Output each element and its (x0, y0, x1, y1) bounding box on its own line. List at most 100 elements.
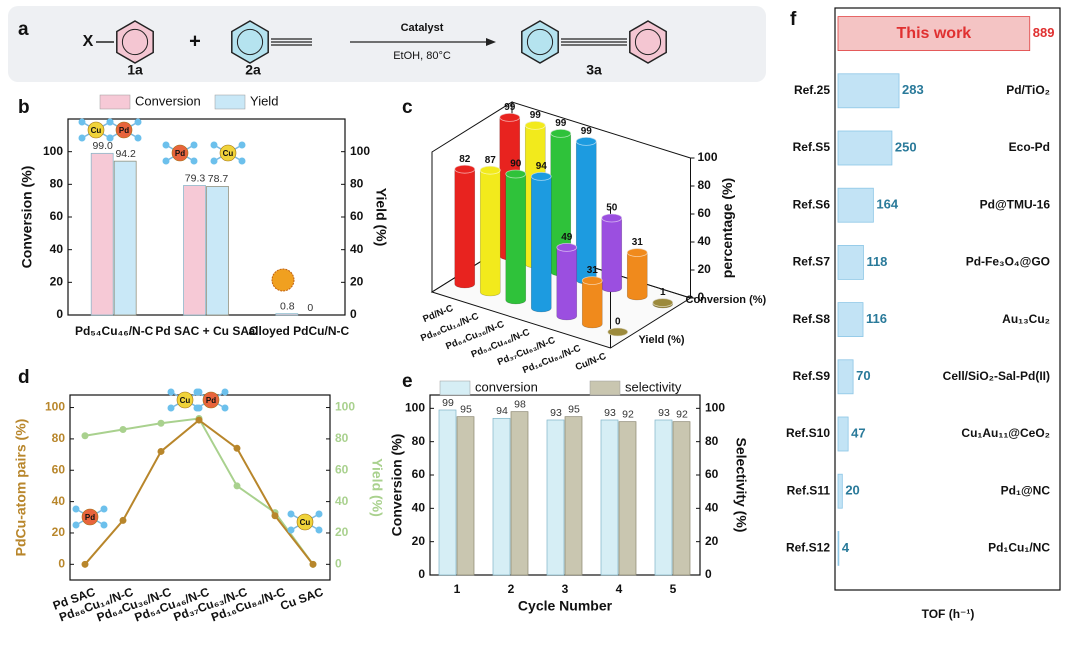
x-tick-label: 3 (562, 582, 569, 596)
category-label: Ref.S9 (793, 369, 831, 383)
point (233, 444, 241, 452)
compound-label: 3a (586, 62, 602, 78)
value-label: 79.3 (185, 172, 206, 184)
tick-label: 0 (705, 567, 712, 581)
tick-label: 40 (50, 242, 64, 256)
ring-inner (634, 28, 662, 56)
series-line (84, 417, 314, 565)
tick-label: 80 (50, 177, 64, 191)
bar (837, 244, 864, 280)
cylinder (505, 169, 527, 305)
plus: + (189, 30, 201, 52)
axis-title: PdCu-atom pairs (%) (13, 419, 29, 557)
value-label: 99.0 (92, 140, 113, 152)
value-label: 250 (895, 139, 917, 154)
value-label: 99 (442, 397, 454, 409)
cylinder (454, 164, 476, 289)
value-label: 164 (876, 197, 898, 212)
ring-inner (526, 28, 554, 56)
value-label: 70 (856, 368, 870, 383)
panel-letter: d (18, 367, 30, 388)
icon-atom (190, 141, 198, 149)
bar (564, 416, 583, 576)
value-label: 31 (632, 237, 644, 248)
legend-swatch (589, 380, 621, 396)
icon-atom (72, 521, 80, 529)
value-label: 20 (845, 483, 859, 498)
x-tick-label: 4 (616, 582, 623, 596)
benzene-ring (629, 20, 667, 64)
icon-metal (87, 121, 105, 139)
cylinder-top (550, 128, 572, 138)
cylinder-top (479, 165, 501, 175)
row-label: Conversion (%) (686, 294, 767, 306)
tick-label: 80 (705, 434, 719, 448)
ring-inner (121, 28, 149, 56)
icon-atom (190, 157, 198, 165)
value-label: 116 (866, 311, 887, 326)
value-label: 93 (550, 407, 562, 419)
icon-label: Cu (300, 518, 311, 527)
panel-letter: f (790, 9, 797, 30)
cylinder-top (601, 213, 623, 223)
icon-label: Cu (180, 396, 191, 405)
category-label: Ref.S11 (787, 483, 831, 497)
value-label: 47 (851, 425, 865, 440)
cylinder (479, 165, 501, 297)
tick-label: 100 (698, 150, 718, 164)
value-label: 0 (307, 302, 313, 314)
x-tick-label: alloyed PdCu/N-C (248, 324, 349, 338)
bar (510, 411, 529, 576)
bar (618, 421, 637, 576)
bar (837, 473, 843, 509)
material-label: Cu₁Au₁₁@CeO₂ (961, 426, 1050, 440)
bar (206, 186, 229, 316)
icon-label: Pd (85, 513, 95, 522)
icon-metal (81, 508, 99, 526)
icon-atom (100, 521, 108, 529)
benzene-ring (521, 20, 559, 64)
tick-label: 60 (705, 467, 719, 481)
axis-title: Conversion (%) (19, 166, 35, 269)
cylinder (601, 213, 623, 293)
point (195, 416, 203, 424)
bar (456, 416, 475, 576)
value-label: 31 (587, 265, 599, 276)
point (81, 560, 89, 568)
tick-label: 0 (350, 307, 357, 321)
category-label: Ref.S7 (793, 255, 831, 269)
x-tick-label: Cu SAC (278, 585, 325, 614)
panel-letter: c (402, 97, 413, 118)
axis-title: percentage (%) (719, 178, 735, 278)
value-label: 92 (622, 408, 634, 420)
value-label: 0 (615, 317, 621, 328)
cylinder (530, 172, 552, 313)
icon-atom (287, 510, 295, 518)
bar (837, 187, 874, 223)
condition: Catalyst (401, 22, 444, 34)
icon-atom (315, 510, 323, 518)
legend-swatch (214, 94, 246, 110)
icon-atom (221, 388, 229, 396)
panel-letter: e (402, 371, 413, 392)
cylinder-top (581, 276, 603, 286)
category-label: Ref.S5 (793, 140, 831, 154)
icon-atom (100, 505, 108, 513)
icon-atom (238, 157, 246, 165)
x-tick-label: 2 (508, 582, 515, 596)
tick-label: 0 (418, 567, 425, 581)
value-label: 50 (606, 203, 618, 214)
value-label: 82 (459, 154, 471, 165)
tick-label: 40 (335, 494, 349, 508)
icon-label: Pd (206, 396, 216, 405)
panel-letter: b (18, 97, 30, 118)
point (157, 419, 165, 427)
tick-label: 40 (698, 234, 712, 248)
tick-label: 80 (350, 177, 364, 191)
cylinder-top (575, 136, 597, 146)
axis-title: Yield (%) (373, 188, 389, 247)
icon-label: Cu (223, 149, 234, 158)
tick-label: 20 (335, 525, 349, 539)
tick-label: 100 (405, 401, 425, 415)
